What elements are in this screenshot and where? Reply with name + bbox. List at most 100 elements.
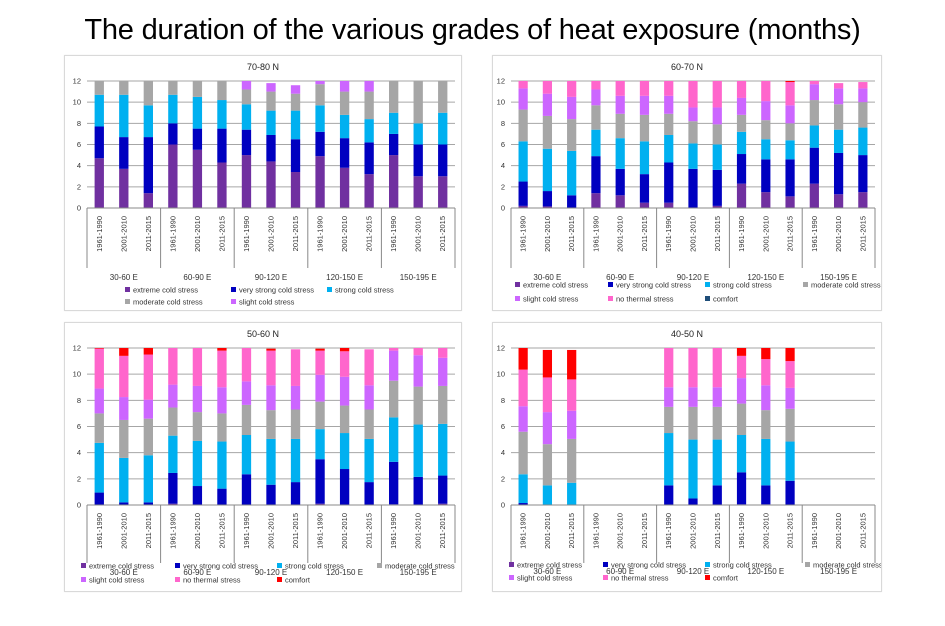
chart-60-70n: 60-70 N 0 2 4 6 8 10 12 1961-1990 2001-2010 2011-2… <box>497 62 881 304</box>
bar-segment-no-thermal <box>438 348 448 358</box>
legend-swatch-extreme <box>509 562 514 567</box>
x-tick-label: 1961-1990 <box>316 216 325 252</box>
bar-segment-very-strong <box>119 502 129 505</box>
bar-segment-moderate <box>712 406 722 440</box>
x-tick-label: 1961-1990 <box>664 513 673 549</box>
bar-segment-no-thermal <box>567 81 577 97</box>
bar-segment-slight <box>712 387 722 407</box>
bar-segment-moderate <box>119 81 129 95</box>
bar-segment-strong <box>518 474 528 504</box>
legend-label: moderate cold stress <box>813 561 881 570</box>
bar-segment-no-thermal <box>688 348 698 388</box>
x-tick-label: 2001-2010 <box>340 216 349 252</box>
bar-segment-moderate <box>664 406 674 434</box>
bar-segment-extreme <box>518 205 528 208</box>
x-tick-label: 2011-2015 <box>786 513 795 548</box>
bar-segment-slight <box>315 81 325 85</box>
bar-segment-extreme <box>712 205 722 208</box>
chart-50-60n: 50-60 N 0 2 4 6 8 10 12 1961-1990 2001-2010 2011-2… <box>73 329 456 585</box>
bar-segment-strong <box>615 138 625 169</box>
bar-segment-moderate <box>143 418 153 456</box>
panel-40-50n: 40-50 N 0 2 4 6 8 10 12 1961-1990 2001-2010 2011-2… <box>492 322 882 592</box>
bar-segment-moderate <box>542 444 553 486</box>
group-label: 150-195 E <box>400 273 437 282</box>
figure-title: The duration of the various grades of he… <box>84 14 861 46</box>
x-tick-label: 1961-1990 <box>389 513 398 549</box>
bar-segment-very-strong <box>413 476 423 505</box>
bar-segment-very-strong <box>688 168 698 208</box>
bar-segment-extreme <box>639 202 650 208</box>
bar-segment-no-thermal <box>542 81 553 94</box>
bar-segment-very-strong <box>438 475 448 504</box>
bar-segment-moderate <box>339 405 350 434</box>
bar-segment-strong <box>143 105 153 138</box>
y-tick-label: 2 <box>501 182 505 191</box>
group-label: 90-120 E <box>677 567 709 576</box>
legend-swatch-strong <box>705 282 710 287</box>
bar-segment-no-thermal <box>736 355 747 379</box>
chart-40-50n: 40-50 N 0 2 4 6 8 10 12 1961-1990 2001-2010 2011-2… <box>497 329 881 583</box>
bar-segment-no-thermal <box>364 349 374 386</box>
bar-segment-very-strong <box>143 137 153 194</box>
group-label: 120-150 E <box>747 567 784 576</box>
bar-segment-moderate <box>290 409 301 439</box>
legend-label: no thermal stress <box>611 574 669 583</box>
bar-segment-slight <box>192 385 203 413</box>
bar-segment-slight <box>266 83 276 92</box>
bar-segment-strong <box>413 424 423 477</box>
bar-segment-very-strong <box>736 472 747 505</box>
x-tick-label: 2011-2015 <box>713 513 722 548</box>
bar-segment-very-strong <box>542 191 553 207</box>
bar-segment-slight <box>542 93 553 116</box>
y-tick-label: 4 <box>77 161 81 170</box>
x-tick-label: 1961-1990 <box>810 216 819 252</box>
bar-segment-slight <box>266 385 276 411</box>
bar-segment-no-thermal <box>712 348 722 388</box>
x-tick-label: 2001-2010 <box>267 513 276 549</box>
y-tick-label: 8 <box>501 396 505 405</box>
bar-segment-moderate <box>266 91 276 111</box>
y-tick-label: 12 <box>497 77 505 86</box>
legend-label: very strong cold stress <box>183 562 258 571</box>
legend-label: comfort <box>713 574 739 583</box>
panel-70-80n: 70-80 N 0 2 4 6 8 10 12 1961-1990 2001-2010 2011-2… <box>64 55 462 311</box>
panel-50-60n: 50-60 N 0 2 4 6 8 10 12 1961-1990 2001-2010 2011-2… <box>64 322 462 592</box>
bar-segment-no-thermal <box>315 350 325 375</box>
bar-segment-slight <box>761 385 771 411</box>
bar-segment-moderate <box>518 109 528 142</box>
bar-segment-comfort <box>736 348 747 356</box>
x-tick-label: 2011-2015 <box>858 216 867 251</box>
bar-segment-slight <box>143 399 153 419</box>
bar-segment-strong <box>315 429 325 460</box>
bar-segment-strong <box>192 96 203 129</box>
bar-segment-strong <box>518 141 528 182</box>
x-tick-label: 2011-2015 <box>291 216 300 251</box>
bar-segment-strong <box>833 129 844 153</box>
bar-segment-moderate <box>664 113 674 135</box>
bar-segment-slight <box>567 96 577 120</box>
group-label: 30-60 E <box>533 273 561 282</box>
bar-segment-slight <box>290 385 301 410</box>
bar-segment-slight <box>542 412 553 445</box>
legend-label: moderate cold stress <box>385 562 455 571</box>
x-tick-label: 2001-2010 <box>689 216 698 252</box>
y-tick-label: 0 <box>77 204 81 213</box>
bar-segment-strong <box>567 482 577 505</box>
legend-swatch-moderate <box>377 563 382 568</box>
bar-segment-strong <box>364 119 374 143</box>
bar-segment-moderate <box>241 404 252 436</box>
legend-swatch-comfort <box>705 296 710 301</box>
bar-segment-moderate <box>94 81 104 95</box>
bar-segment-strong <box>736 131 747 155</box>
bar-segment-slight <box>688 387 698 407</box>
bar-segment-very-strong <box>761 159 771 193</box>
bar-segment-very-strong <box>94 492 104 505</box>
bar-segment-extreme <box>615 195 625 208</box>
group-label: 150-195 E <box>820 273 857 282</box>
bar-segment-comfort <box>542 349 553 378</box>
bar-segment-very-strong <box>688 498 698 505</box>
bar-segment-strong <box>339 433 350 470</box>
bar-segment-extreme <box>833 194 844 208</box>
x-tick-label: 2011-2015 <box>713 216 722 251</box>
x-tick-label: 2001-2010 <box>761 513 770 549</box>
